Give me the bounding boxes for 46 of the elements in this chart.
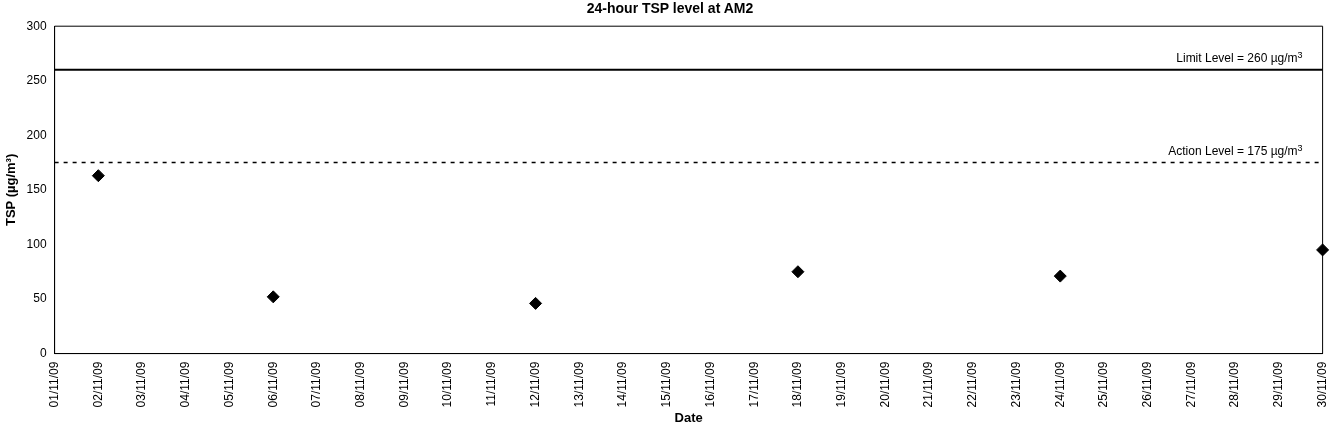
x-tick-label: 28/11/09	[1227, 361, 1242, 408]
x-tick-label: 02/11/09	[90, 361, 105, 408]
y-tick-label: 150	[26, 182, 47, 197]
x-tick-label: 25/11/09	[1096, 361, 1111, 408]
x-tick-label: 04/11/09	[178, 361, 193, 408]
x-tick-label: 05/11/09	[221, 361, 236, 408]
x-tick-label: 10/11/09	[440, 361, 455, 408]
y-axis-title: TSP (µg/m³)	[3, 153, 19, 227]
x-tick-label: 19/11/09	[833, 361, 848, 408]
point	[1053, 269, 1067, 283]
x-tick-label: 16/11/09	[702, 361, 717, 408]
x-tick-label: 06/11/09	[265, 361, 280, 408]
y-tick-label: 250	[26, 73, 47, 88]
x-tick-label: 22/11/09	[965, 361, 980, 408]
x-tick-label: 27/11/09	[1183, 361, 1198, 408]
y-tick-label: 100	[26, 236, 47, 251]
point	[266, 290, 280, 304]
point	[791, 265, 805, 279]
x-tick-label: 07/11/09	[309, 361, 324, 408]
point	[529, 296, 543, 310]
x-tick-label: 14/11/09	[615, 361, 630, 408]
y-tick-label: 50	[33, 291, 47, 306]
x-tick-label: 15/11/09	[659, 361, 674, 408]
x-tick-label: 12/11/09	[527, 361, 542, 408]
x-tick-label: 17/11/09	[746, 361, 761, 408]
x-tick-label: 08/11/09	[353, 361, 367, 408]
y-tick-label: 300	[26, 18, 47, 33]
x-tick-label: 13/11/09	[571, 361, 586, 408]
x-tick-label: 29/11/09	[1271, 361, 1286, 408]
x-tick-label: 20/11/09	[877, 361, 892, 408]
x-tick-label: 30/11/09	[1314, 361, 1329, 408]
x-tick-label: 26/11/09	[1140, 361, 1155, 408]
chart-title: 24-hour TSP level at AM2	[585, 0, 755, 16]
x-tick-label: 23/11/09	[1008, 361, 1023, 408]
x-tick-label: 11/11/09	[484, 361, 499, 407]
y-tick-label: 0	[39, 345, 47, 360]
x-tick-label: 09/11/09	[396, 361, 411, 408]
y-tick-label: 200	[26, 127, 47, 142]
point	[1316, 243, 1330, 257]
x-tick-label: 18/11/09	[790, 361, 805, 408]
x-axis-title: Date	[674, 409, 703, 425]
x-tick-label: 24/11/09	[1052, 361, 1067, 408]
x-tick-label: 01/11/09	[46, 361, 61, 408]
x-tick-label: 21/11/09	[921, 361, 936, 408]
x-tick-label: 03/11/09	[134, 361, 149, 408]
point	[91, 169, 105, 183]
